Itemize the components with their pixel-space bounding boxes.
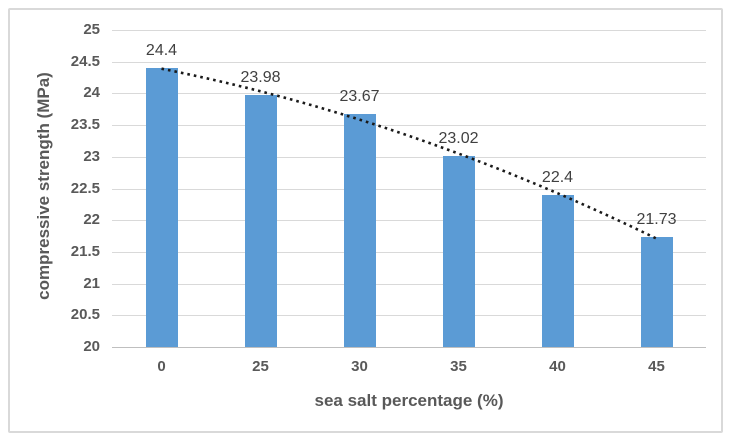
y-tick-label-20.5: 20.5	[70, 306, 100, 324]
bar-0	[145, 68, 178, 347]
data-label-45: 21.73	[636, 211, 677, 229]
x-axis-line	[112, 347, 706, 348]
y-tick-label-24.5: 24.5	[70, 52, 100, 70]
gridline-22.5	[112, 188, 706, 190]
data-label-30: 23.67	[339, 88, 380, 106]
x-tick-label-35: 35	[450, 358, 467, 375]
y-tick-label-20: 20	[83, 338, 100, 355]
y-tick-label-24: 24	[83, 84, 100, 102]
data-label-0: 24.4	[145, 42, 178, 59]
bar-35	[442, 155, 475, 347]
y-tick-label-25: 25	[83, 21, 100, 38]
x-tick-label-30: 30	[351, 358, 368, 375]
y-tick-label-23.5: 23.5	[70, 116, 100, 134]
gridline-23.5	[112, 125, 706, 127]
gridline-21.5	[112, 251, 706, 253]
gridline-23	[112, 156, 706, 158]
data-label-40: 22.4	[541, 168, 574, 186]
gridline-21	[112, 283, 706, 285]
x-tick-label-25: 25	[252, 358, 269, 375]
y-tick-label-22: 22	[83, 211, 100, 229]
bar-45	[640, 237, 673, 347]
y-axis-title: compressive strength (MPa)	[34, 71, 53, 300]
y-tick-label-23: 23	[83, 147, 100, 165]
data-label-25: 23.98	[240, 68, 281, 86]
x-axis-title: sea salt percentage (%)	[314, 391, 504, 410]
y-tick-label-22.5: 22.5	[70, 179, 100, 197]
x-tick-label-0: 0	[157, 358, 166, 375]
y-tick-label-21.5: 21.5	[70, 242, 100, 260]
bar-30	[343, 114, 376, 347]
data-label-35: 23.02	[438, 129, 479, 147]
gridline-25	[112, 30, 706, 31]
gridline-24.5	[112, 61, 706, 63]
gridline-24	[112, 93, 706, 95]
bar-25	[244, 94, 277, 347]
gridline-20.5	[112, 315, 706, 317]
bar-40	[541, 194, 574, 347]
y-tick-label-21: 21	[83, 274, 100, 292]
x-tick-label-45: 45	[648, 358, 665, 375]
x-tick-label-40: 40	[549, 358, 566, 375]
